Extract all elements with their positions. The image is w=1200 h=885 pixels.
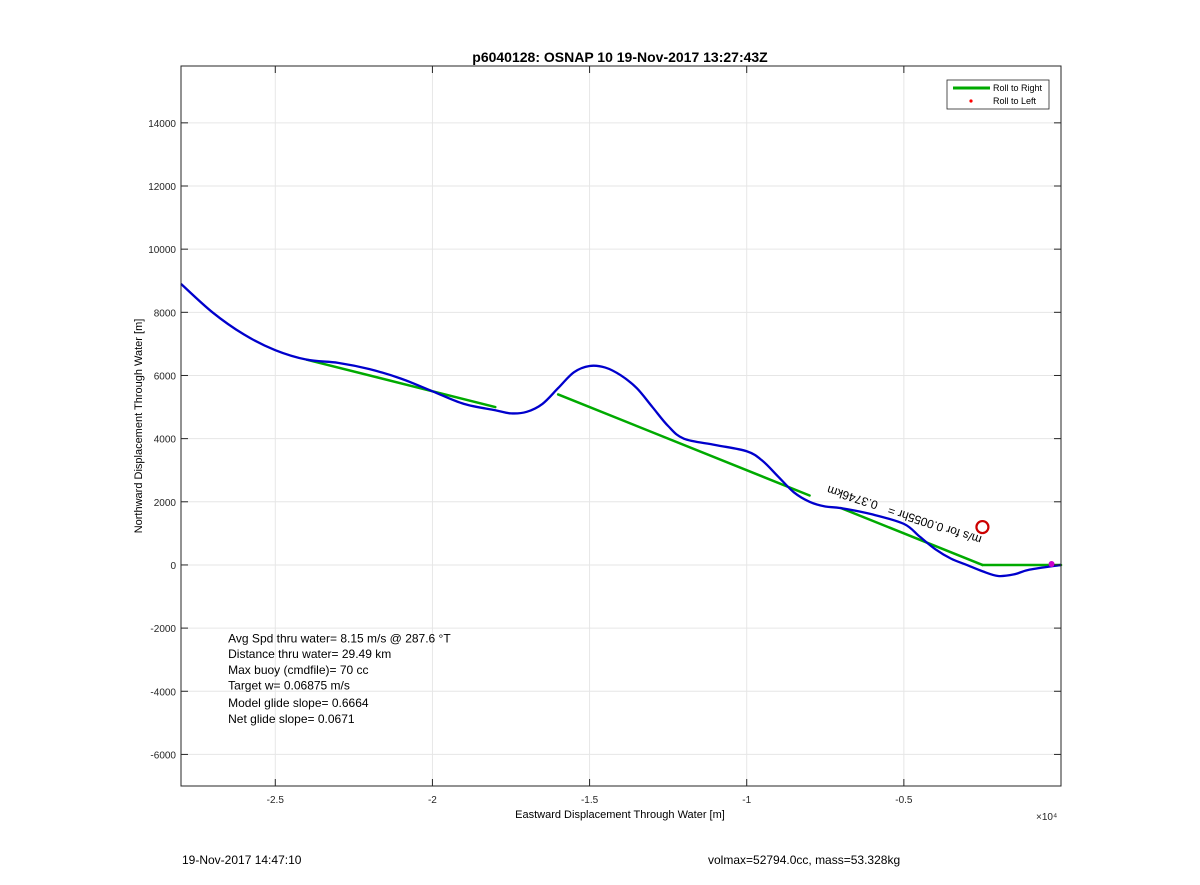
y-tick-label: -2000 xyxy=(150,624,176,635)
footer-vol-mass: volmax=52794.0cc, mass=53.328kg xyxy=(708,853,901,867)
y-tick-label: 2000 xyxy=(154,498,177,509)
footer-timestamp: 19-Nov-2017 14:47:10 xyxy=(182,853,302,867)
x-tick-label: -1 xyxy=(742,795,751,806)
stats-annotation: Net glide slope= 0.0671 xyxy=(228,712,355,726)
stats-annotation: Avg Spd thru water= 8.15 m/s @ 287.6 °T xyxy=(228,631,451,645)
y-tick-label: -4000 xyxy=(150,687,176,698)
track-line xyxy=(180,283,1062,578)
x-tick-label: -2 xyxy=(428,795,437,806)
legend-swatch-roll-left xyxy=(969,99,973,103)
end-marker-dot xyxy=(1048,561,1055,567)
series-layer xyxy=(180,283,1063,578)
roll-right-segment xyxy=(305,358,497,409)
x-tick-label: -2.5 xyxy=(267,795,285,806)
y-tick-label: 10000 xyxy=(148,245,176,256)
legend-box xyxy=(946,79,1050,110)
marker-layer xyxy=(975,519,1055,567)
y-tick-label: 8000 xyxy=(154,308,177,319)
x-tick-label: -1.5 xyxy=(581,795,599,806)
x-axis-exponent: ×10⁴ xyxy=(1036,812,1057,823)
legend-label-roll-left: Roll to Left xyxy=(993,96,1037,106)
x-tick-label: -0.5 xyxy=(895,795,913,806)
x-axis-label: Eastward Displacement Through Water [m] xyxy=(515,809,725,821)
y-tick-label: 0 xyxy=(170,561,176,572)
stats-annotation: Max buoy (cmdfile)= 70 cc xyxy=(228,663,368,677)
legend: Roll to Right Roll to Left xyxy=(946,79,1050,110)
y-tick-label: 12000 xyxy=(148,182,176,193)
y-tick-label: -6000 xyxy=(150,750,176,761)
y-tick-label: 14000 xyxy=(148,119,176,130)
chart-title: p6040128: OSNAP 10 19-Nov-2017 13:27:43Z xyxy=(472,49,768,65)
axis-ticks: -2.5 -2 -1.5 -1 -0.5 -6000 -4000 -2000 0 2000 4000… xyxy=(148,66,1061,806)
stats-annotation: Model glide slope= 0.6664 xyxy=(228,696,369,710)
stats-annotation: Distance thru water= 29.49 km xyxy=(228,647,391,661)
legend-label-roll-right: Roll to Right xyxy=(993,83,1043,93)
roll-right-segment xyxy=(556,393,811,497)
grid xyxy=(181,66,1061,786)
roll-right-segment xyxy=(839,506,984,567)
plot-frame xyxy=(180,65,1062,787)
y-axis-label: Northward Displacement Through Water [m] xyxy=(133,319,145,534)
y-tick-label: 6000 xyxy=(154,371,177,382)
stats-annotation: Target w= 0.06875 m/s xyxy=(228,679,350,693)
dive-marker-circle xyxy=(975,519,990,535)
y-tick-label: 4000 xyxy=(154,435,177,446)
rotated-annotation: m/s for 0.0055hr = xyxy=(886,503,983,547)
